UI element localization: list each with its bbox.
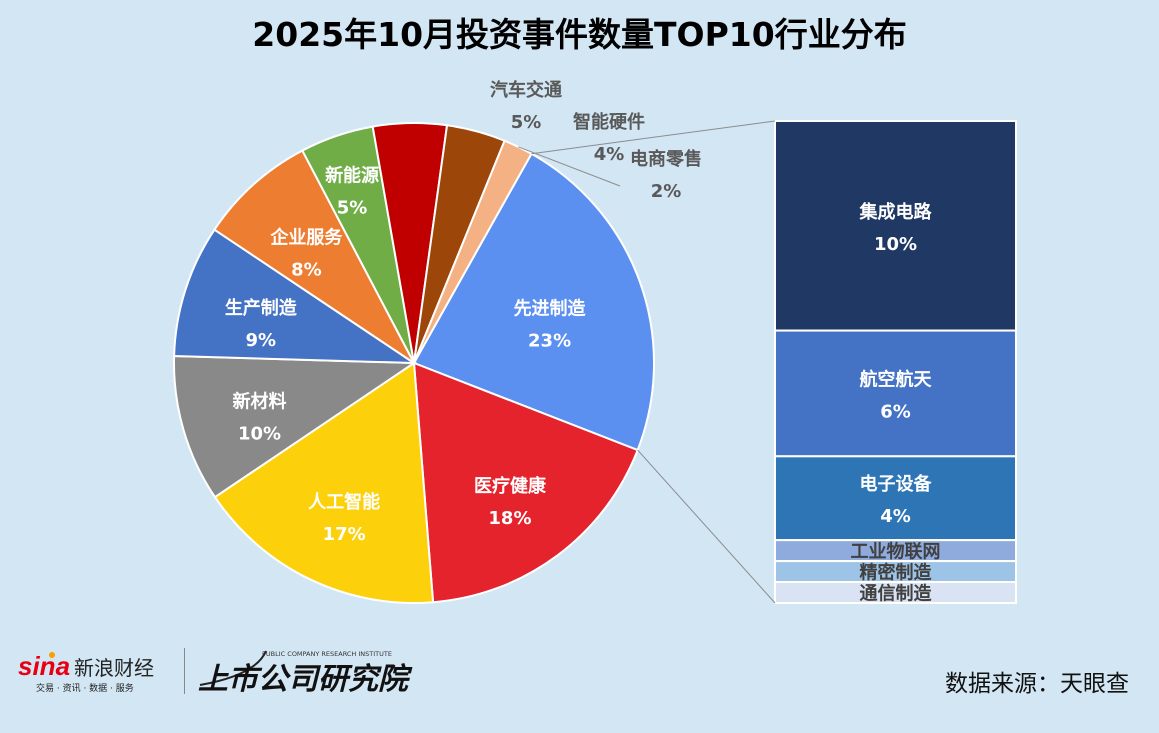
slice-value-企业服务: 8%: [291, 259, 322, 280]
breakdown-value-电子设备: 4%: [880, 506, 911, 527]
institute-en: PUBLIC COMPANY RESEARCH INSTITUTE: [262, 650, 392, 658]
breakdown-label-电子设备: 电子设备: [860, 473, 933, 495]
slice-value-人工智能: 17%: [323, 524, 366, 545]
breakdown-segment-电子设备: [774, 455, 1017, 542]
slice-label-汽车交通: 汽车交通: [490, 79, 562, 101]
slice-label-电商零售: 电商零售: [630, 148, 702, 170]
pie-slice-企业服务: [213, 149, 415, 364]
institute-logo: PUBLIC COMPANY RESEARCH INSTITUTE 上市公司研究…: [198, 650, 413, 695]
pie-slice-人工智能: [213, 361, 435, 604]
slice-label-医疗健康: 医疗健康: [474, 475, 547, 497]
slice-label-人工智能: 人工智能: [308, 491, 380, 513]
slice-label-企业服务: 企业服务: [269, 226, 343, 248]
connector-line-bottom: [637, 449, 776, 604]
pie-slice-电商零售: [413, 139, 533, 364]
breakdown-label-精密制造: 精密制造: [860, 562, 932, 584]
slice-label-新能源: 新能源: [325, 164, 379, 186]
breakdown-value-航空航天: 6%: [880, 401, 911, 422]
breakdown-segment-航空航天: [774, 329, 1017, 458]
footer-divider: [184, 648, 185, 694]
breakdown-label-集成电路: 集成电路: [859, 201, 933, 223]
slice-value-智能硬件: 4%: [594, 144, 625, 165]
breakdown-value-集成电路: 10%: [874, 234, 917, 255]
slice-value-先进制造: 23%: [528, 330, 571, 351]
pie-chart: 先进制造 23% 医疗健康 18% 人工智能 17% 新材料 10% 生产制造 9% 企业服务 8% 新…: [173, 79, 1017, 605]
connector-line-top: [531, 120, 776, 155]
slice-value-新能源: 5%: [337, 197, 368, 218]
svg-text:sina: sina: [18, 651, 70, 681]
slice-value-汽车交通: 5%: [511, 112, 542, 133]
breakdown-label-航空航天: 航空航天: [860, 368, 933, 390]
slice-value-电商零售: 2%: [651, 181, 682, 202]
pie-slice-医疗健康: [412, 361, 639, 604]
sina-finance-logo: sina 新浪财经 交易 · 资讯 · 数据 · 服务: [18, 651, 154, 694]
slice-label-生产制造: 生产制造: [225, 297, 297, 319]
institute-name: 上市公司研究院: [198, 662, 413, 695]
breakdown-label-工业物联网: 工业物联网: [851, 541, 941, 563]
sina-subtitle: 交易 · 资讯 · 数据 · 服务: [36, 682, 134, 694]
slice-label-先进制造: 先进制造: [514, 297, 586, 319]
slice-value-医疗健康: 18%: [488, 508, 531, 529]
breakdown-label-通信制造: 通信制造: [860, 583, 932, 605]
slice-value-生产制造: 9%: [246, 330, 277, 351]
pie-slice-新材料: [173, 354, 418, 499]
breakdown-segment-通信制造: [774, 581, 1017, 604]
chart-title: 2025年10月投资事件数量TOP10行业分布: [252, 15, 907, 54]
sina-name: 新浪财经: [74, 656, 154, 680]
slice-value-新材料: 10%: [238, 424, 281, 445]
slice-label-智能硬件: 智能硬件: [573, 111, 645, 133]
data-source: 数据来源：天眼查: [945, 671, 1129, 697]
slice-label-新材料: 新材料: [233, 391, 287, 413]
pie-slice-先进制造: [412, 152, 655, 452]
pie-slice-生产制造: [173, 228, 418, 365]
breakdown-segment-集成电路: [774, 120, 1017, 332]
